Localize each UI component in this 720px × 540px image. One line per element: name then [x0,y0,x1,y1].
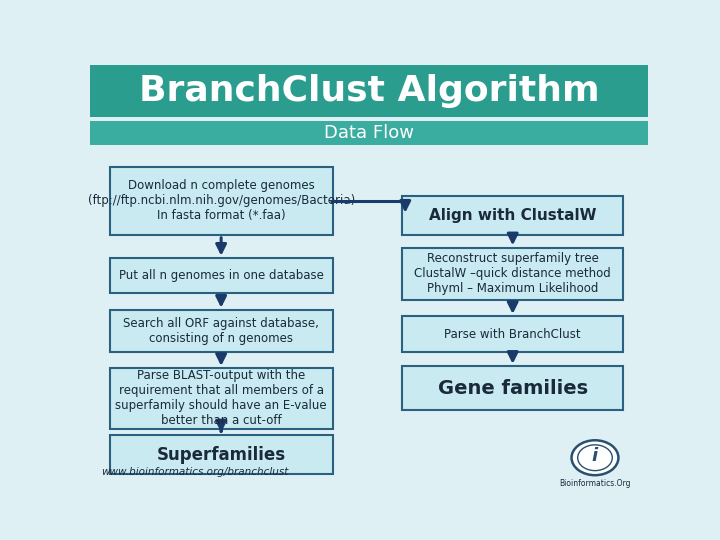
FancyBboxPatch shape [402,316,623,352]
FancyBboxPatch shape [90,65,648,117]
FancyBboxPatch shape [109,435,333,474]
Text: www.bioinformatics.org/branchclust: www.bioinformatics.org/branchclust [101,467,289,477]
FancyBboxPatch shape [90,120,648,145]
FancyBboxPatch shape [402,248,623,300]
Circle shape [572,440,618,475]
Text: Gene families: Gene families [438,379,588,397]
FancyBboxPatch shape [402,196,623,235]
Text: Bioinformatics.Org: Bioinformatics.Org [559,479,631,488]
Text: Parse with BranchClust: Parse with BranchClust [444,328,581,341]
FancyBboxPatch shape [109,368,333,429]
Text: Align with ClustalW: Align with ClustalW [429,208,596,223]
Text: Parse BLAST-output with the
requirement that all members of a
superfamily should: Parse BLAST-output with the requirement … [115,369,327,428]
FancyBboxPatch shape [109,167,333,235]
Text: Download n complete genomes
(ftp://ftp.ncbi.nlm.nih.gov/genomes/Bacteria)
In fas: Download n complete genomes (ftp://ftp.n… [88,179,355,222]
Text: Put all n genomes in one database: Put all n genomes in one database [119,269,323,282]
Text: Reconstruct superfamily tree
ClustalW –quick distance method
Phyml – Maximum Lik: Reconstruct superfamily tree ClustalW –q… [414,252,611,295]
Text: Data Flow: Data Flow [324,124,414,141]
FancyBboxPatch shape [109,258,333,294]
Text: i: i [592,447,598,464]
FancyBboxPatch shape [109,310,333,352]
FancyBboxPatch shape [402,366,623,410]
Text: BranchClust Algorithm: BranchClust Algorithm [139,74,599,108]
Text: Search all ORF against database,
consisting of n genomes: Search all ORF against database, consist… [123,317,319,345]
Text: Superfamilies: Superfamilies [156,446,286,464]
